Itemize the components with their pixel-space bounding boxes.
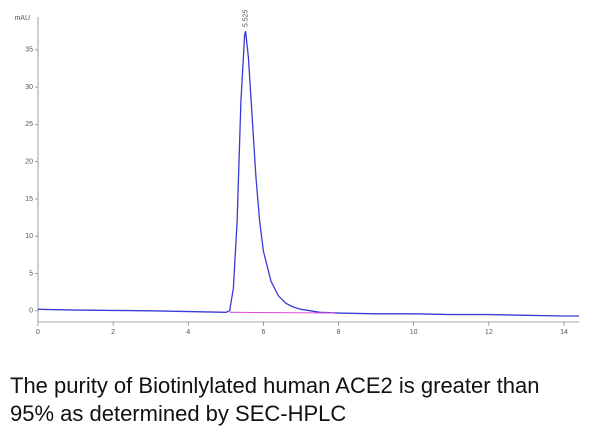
y-tick-label: 15: [25, 196, 33, 203]
y-tick-label: 25: [25, 121, 33, 128]
data-line: [229, 311, 335, 314]
x-tick-label: 12: [485, 329, 493, 336]
y-tick-label: 0: [29, 308, 33, 315]
data-line: [37, 31, 579, 317]
y-tick-label: 20: [25, 159, 33, 166]
x-tick-label: 14: [560, 329, 568, 336]
x-tick-label: 10: [410, 329, 418, 336]
caption: The purity of Biotinlylated human ACE2 i…: [10, 373, 540, 426]
y-axis-label: mAU: [14, 15, 30, 22]
y-tick-label: 35: [25, 47, 33, 54]
x-tick-label: 8: [337, 329, 341, 336]
x-tick-label: 0: [36, 329, 40, 336]
x-tick-label: 4: [186, 329, 190, 336]
x-tick-label: 2: [111, 329, 115, 336]
peak-label: 5.525: [242, 10, 249, 28]
y-tick-label: 30: [25, 84, 33, 91]
y-tick-label: 10: [25, 233, 33, 240]
chart: mAU 0 5 10 15 20 25 30 35 0 2 4 6 8 10 12 14 5.525: [14, 10, 579, 336]
y-tick-label: 5: [29, 270, 33, 277]
x-tick-label: 6: [261, 329, 265, 336]
